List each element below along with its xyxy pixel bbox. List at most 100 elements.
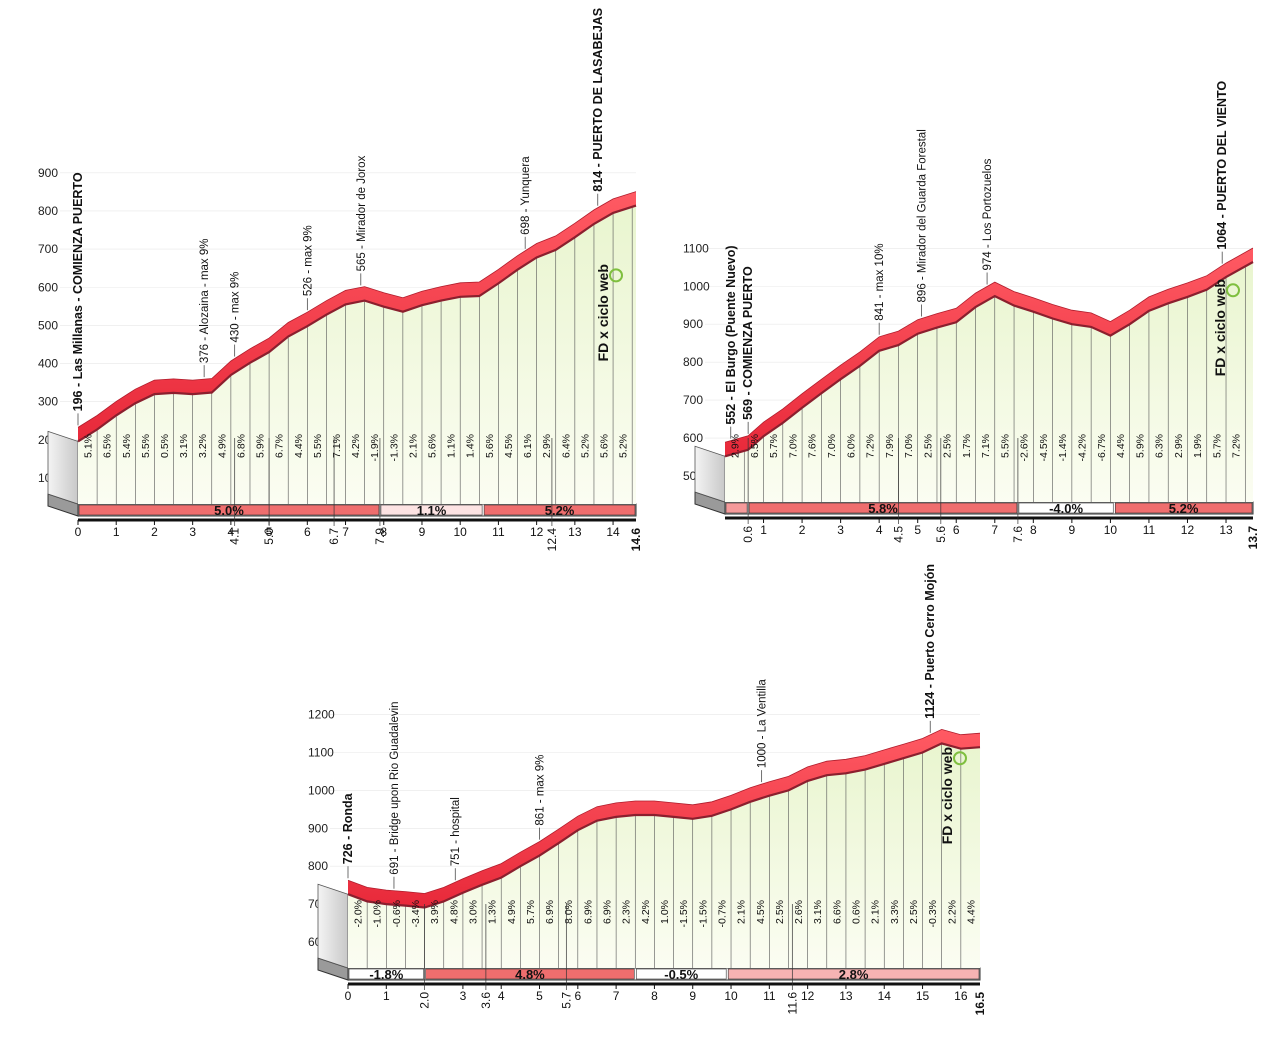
x-mark-label: 5.0	[262, 528, 276, 545]
profile-area	[725, 262, 1253, 502]
x-tick-label: 0	[75, 525, 82, 539]
profile-line	[77, 204, 637, 443]
x-tick-label: 13	[1219, 523, 1233, 537]
gradient-label: 2.2%	[946, 900, 958, 924]
waypoint-label: 861 - max 9%	[535, 755, 547, 826]
gradient-label: 2.6%	[793, 900, 805, 924]
gradient-label: 4.2%	[640, 900, 652, 924]
gradient-label: 0.6%	[851, 900, 863, 924]
gradient-label: 0.5%	[159, 434, 171, 458]
gradient-label: 4.8%	[448, 900, 460, 924]
waypoint-label: 376 - Alozaina - max 9%	[199, 238, 211, 363]
gradient-label: 5.6%	[484, 434, 496, 458]
x-tick-label: 10	[724, 989, 738, 1003]
gradient-label: -1.3%	[388, 434, 400, 461]
gradient-label: 4.4%	[1115, 434, 1127, 458]
y-tick-label: 500	[38, 318, 58, 332]
gradient-label: -2.0%	[353, 900, 365, 927]
y-tick-label: 300	[38, 395, 58, 409]
gradient-label: 6.9%	[544, 900, 556, 924]
x-tick-label: 12	[801, 989, 815, 1003]
x-mark-label: 5.7	[559, 992, 573, 1009]
x-tick-label: 12	[530, 525, 544, 539]
profile-area	[348, 743, 980, 968]
x-tick-label: 16	[954, 989, 968, 1003]
x-tick-label: 3	[189, 525, 196, 539]
gradient-label: 2.1%	[407, 434, 419, 458]
gradient-label: 5.9%	[1134, 434, 1146, 458]
waypoint-label: 430 - max 9%	[230, 272, 242, 343]
waypoint-label: 691 - Bridge upon Rio Guadalevin	[389, 701, 401, 874]
x-mark-label: 2.0	[418, 992, 432, 1009]
profile-line	[724, 261, 1254, 458]
gradient-label: -3.4%	[410, 900, 422, 927]
logo-circle-icon	[953, 751, 967, 766]
gradient-label: 7.6%	[807, 434, 819, 458]
x-tick-label: 10	[454, 525, 468, 539]
waypoint-label: 1064 - PUERTO DEL VIENTO	[1215, 81, 1229, 250]
gradient-label: -0.3%	[927, 900, 939, 927]
ribbon-top-line	[724, 247, 1254, 443]
profile-line	[347, 742, 981, 909]
gradient-label: 3.3%	[889, 900, 901, 924]
segment-band	[1018, 502, 1114, 514]
x-end-label: 16.5	[973, 992, 987, 1016]
x-tick-label: 4	[876, 523, 883, 537]
y-tick-label: 1200	[308, 708, 335, 722]
x-mark-label: 3.6	[479, 992, 493, 1009]
waypoint-label: 196 - Las Millanas - COMIENZA PUERTO	[71, 172, 85, 411]
y-tick-label: 700	[683, 393, 703, 407]
gradient-label: 1.1%	[446, 434, 458, 458]
gradient-label: -0.6%	[391, 900, 403, 927]
segment-label: 2.8%	[839, 967, 869, 982]
x-tick-label: 2	[799, 523, 806, 537]
x-mark-label: 7.9	[373, 528, 387, 545]
x-tick-label: 6	[304, 525, 311, 539]
x-tick-label: 8	[651, 989, 658, 1003]
gradient-label: 5.5%	[999, 434, 1011, 458]
segment-label: -1.8%	[369, 967, 403, 982]
waypoint-label: 1000 - La Ventilla	[757, 679, 769, 768]
y-tick-label: 800	[38, 204, 58, 218]
segment-label: 5.2%	[545, 503, 575, 518]
x-mark-label: 5.6	[934, 526, 948, 543]
segment-band	[635, 968, 727, 980]
start-face	[47, 430, 79, 505]
y-tick-label: 400	[38, 357, 58, 371]
segment-band	[725, 502, 748, 514]
gradient-label: 2.3%	[621, 900, 633, 924]
segment-label: -4.0%	[1049, 501, 1083, 516]
y-tick-label: 800	[308, 859, 328, 873]
waypoint-label: 974 - Los Portozuelos	[982, 158, 994, 270]
gradient-label: 4.5%	[503, 434, 515, 458]
gradient-label: 6.5%	[749, 434, 761, 458]
gradient-label: 5.7%	[1211, 434, 1223, 458]
start-face	[317, 883, 349, 969]
gradient-label: -1.9%	[369, 434, 381, 461]
gradient-label: 3.2%	[197, 434, 209, 458]
x-mark-label: 11.6	[785, 992, 799, 1015]
x-tick-label: 7	[342, 525, 349, 539]
y-tick-label: 1100	[683, 241, 709, 255]
gradient-label: -6.7%	[1096, 434, 1108, 461]
x-tick-label: 6	[953, 523, 960, 537]
gradient-label: 3.9%	[429, 900, 441, 924]
ribbon-top-line	[347, 728, 981, 894]
x-tick-label: 5	[536, 989, 543, 1003]
waypoint-label: 565 - Mirador de Jorox	[356, 155, 368, 271]
gradient-label: 6.9%	[582, 900, 594, 924]
gradient-label: 6.8%	[235, 434, 247, 458]
chart-puerto-de-las-abejas: 1002003004005006007008009005.1%6.5%5.4%5…	[38, 8, 643, 552]
y-tick-label: 1100	[308, 746, 334, 760]
y-tick-label: 900	[308, 821, 328, 835]
y-tick-label: 700	[38, 242, 58, 256]
gradient-label: 2.5%	[922, 434, 934, 458]
gradient-label: 6.4%	[560, 434, 572, 458]
gradient-label: 1.9%	[1192, 434, 1204, 458]
gradient-label: 4.2%	[350, 434, 362, 458]
gradient-label: 1.7%	[961, 434, 973, 458]
gradient-label: 5.5%	[312, 434, 324, 458]
x-mark-label: 6.7	[327, 528, 341, 545]
